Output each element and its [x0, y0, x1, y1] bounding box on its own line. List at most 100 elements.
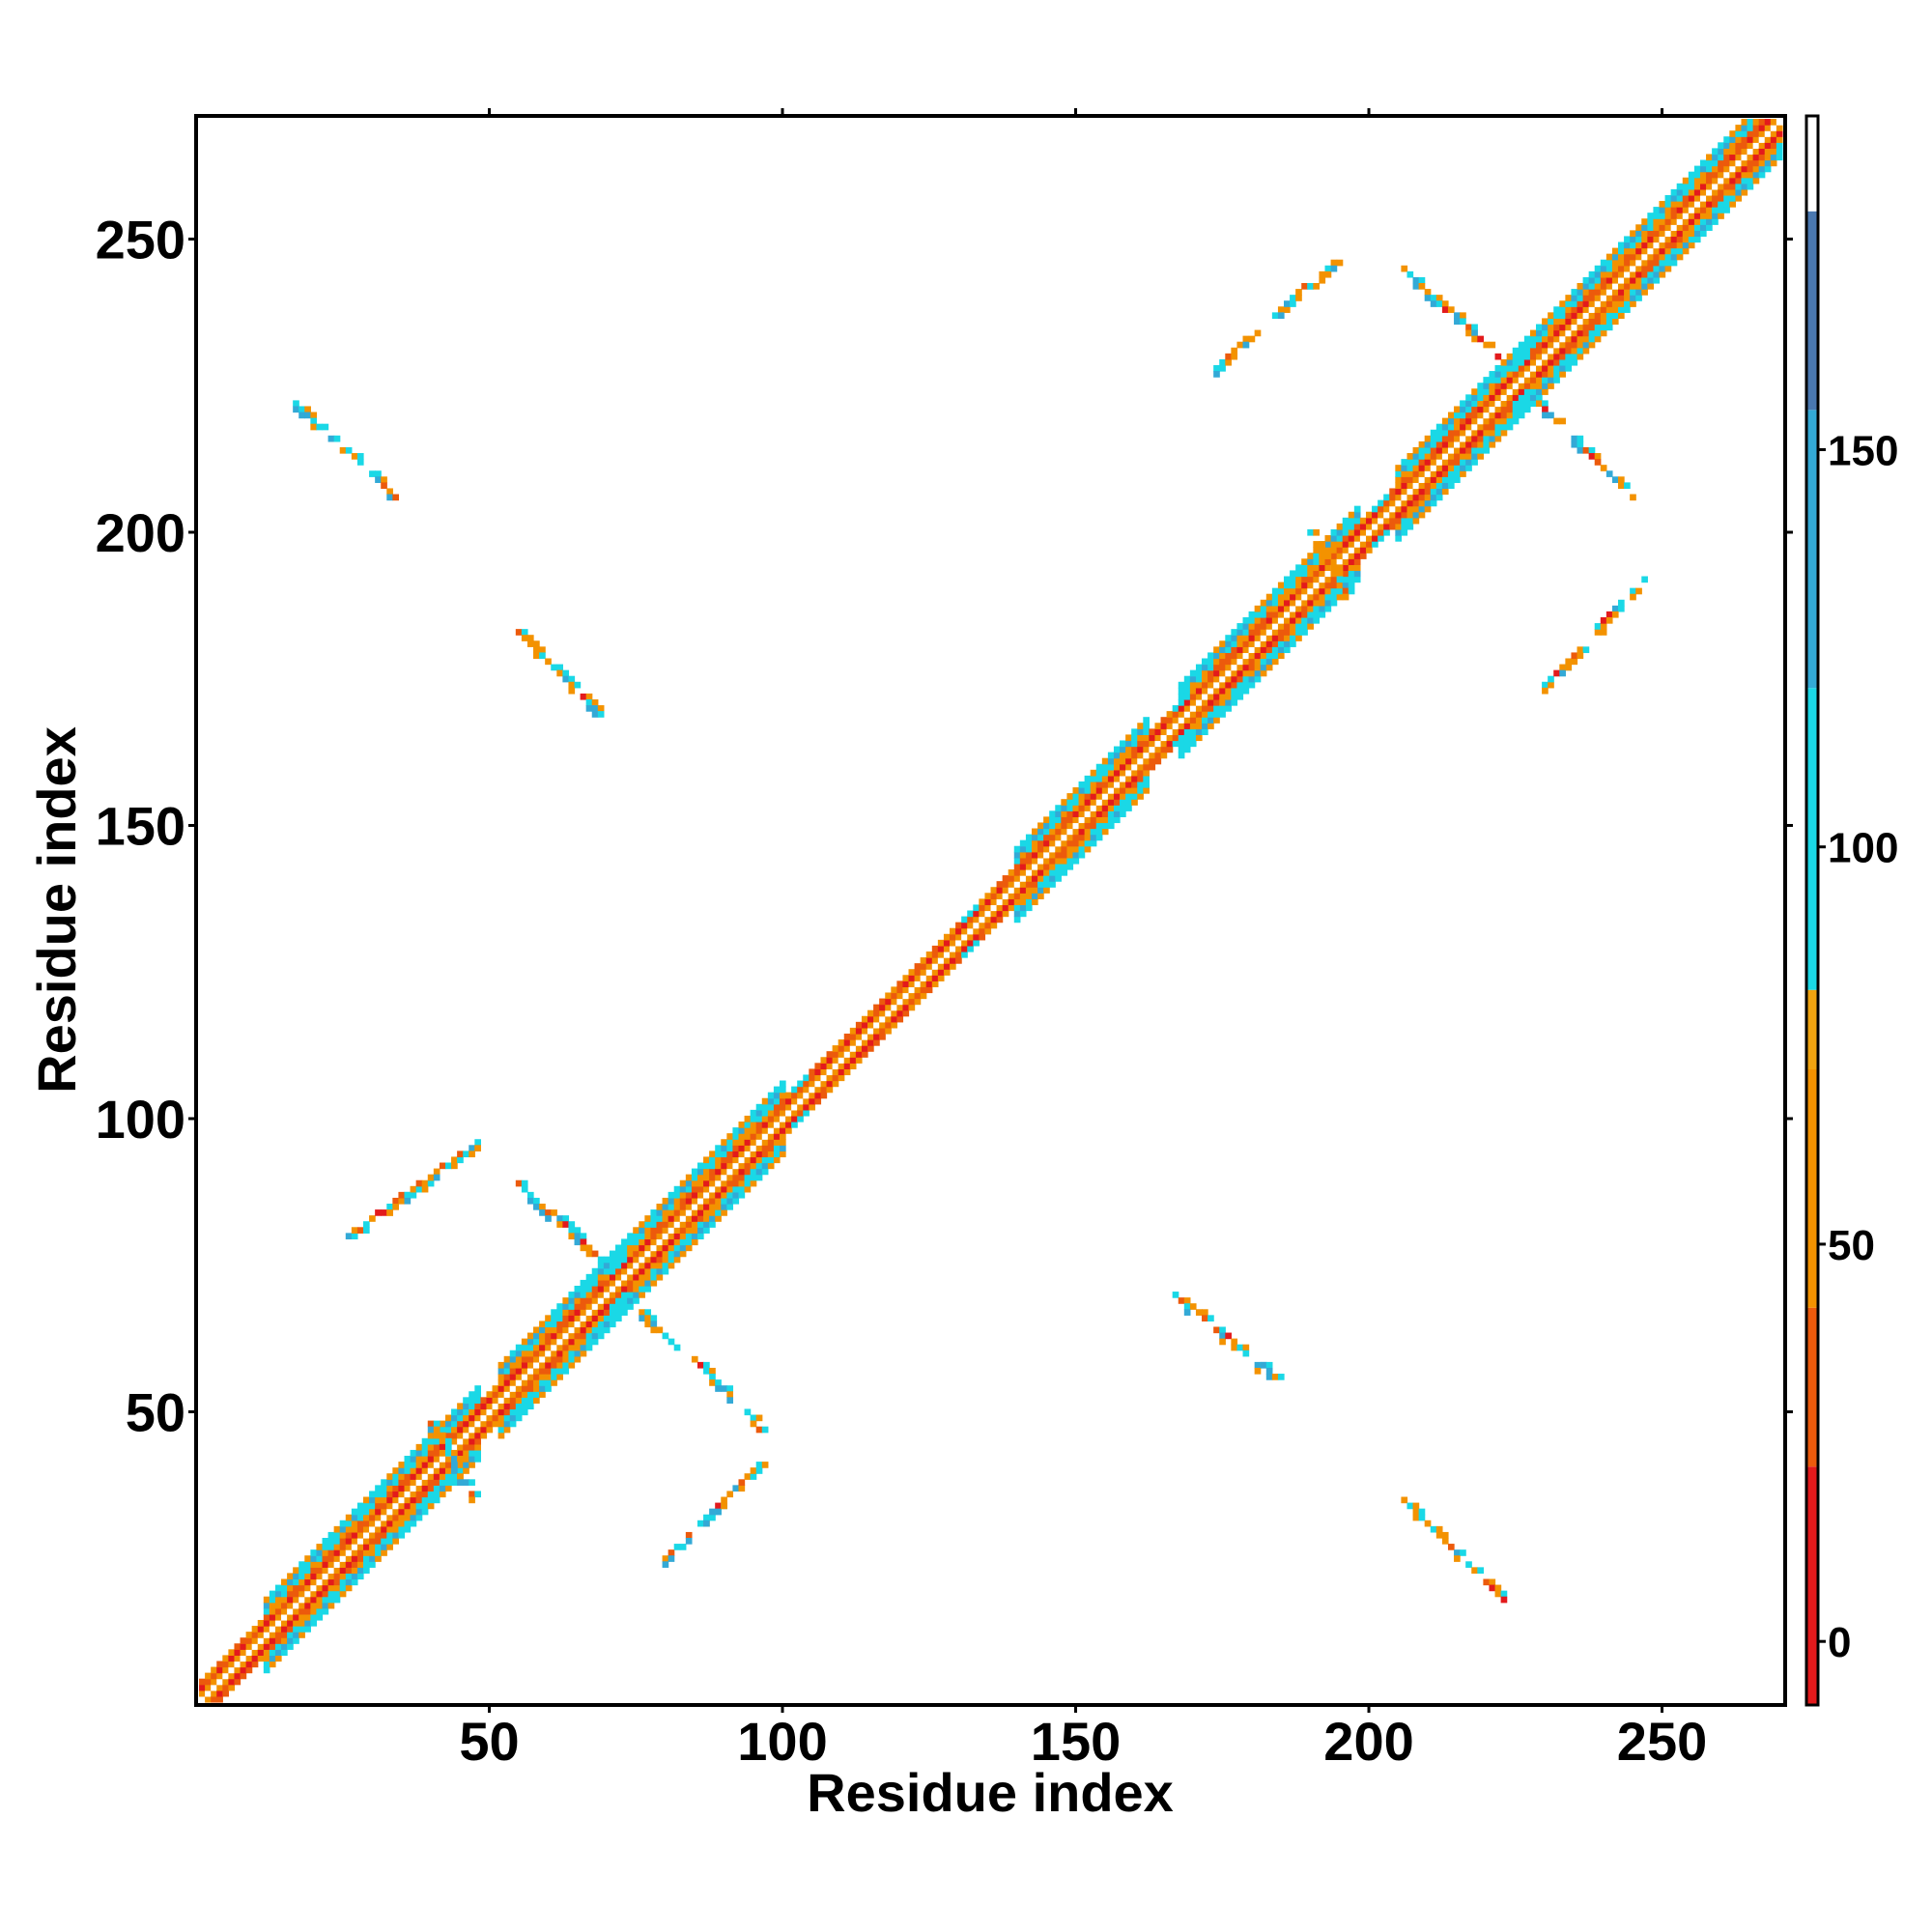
diagonal-cell [1113, 752, 1121, 759]
diagonal-cell [298, 1590, 305, 1598]
diagonal-cell [925, 963, 933, 970]
diagonal-cell [1359, 541, 1367, 548]
diagonal-cell [281, 1590, 288, 1598]
diagonal-cell [515, 1385, 523, 1392]
diagonal-cell [814, 1086, 822, 1094]
diagonal-cell [322, 1555, 329, 1562]
diagonal-cell [1776, 125, 1783, 131]
diagonal-cell [562, 1326, 570, 1334]
diagonal-cell [1454, 417, 1461, 425]
diagonal-cell [1706, 213, 1713, 219]
diagonal-cell [750, 1168, 757, 1176]
diagonal-cell [1630, 253, 1636, 261]
x-tick-label: 200 [1323, 1711, 1413, 1772]
diagonal-cell [451, 1443, 458, 1451]
diagonal-cell [1172, 717, 1179, 724]
diagonal-cell [633, 1233, 639, 1240]
diagonal-cell [1120, 752, 1126, 759]
diagonal-cell [943, 969, 951, 976]
diagonal-cell [1166, 728, 1174, 735]
diagonal-cell [339, 1561, 347, 1568]
diagonal-cell [327, 1602, 335, 1609]
contact-cell [463, 1479, 469, 1486]
diagonal-cell [327, 1549, 335, 1556]
diagonal-cell [245, 1655, 253, 1662]
colorbar-band [1806, 1466, 1818, 1705]
contact-cell [1412, 1502, 1420, 1510]
diagonal-cell [1401, 528, 1408, 536]
diagonal-cell [439, 1420, 446, 1428]
diagonal-cell [1084, 805, 1092, 811]
diagonal-cell [1460, 429, 1466, 437]
diagonal-cell [1548, 358, 1554, 366]
diagonal-cell [1120, 757, 1126, 765]
contact-cell [1277, 312, 1285, 320]
diagonal-cell [1295, 582, 1302, 589]
diagonal-cell [245, 1666, 253, 1674]
diagonal-cell [381, 1496, 387, 1504]
contact-cell [398, 1197, 406, 1205]
diagonal-cell [1723, 177, 1730, 185]
diagonal-cell [1202, 687, 1208, 695]
contact-cell [1600, 629, 1607, 636]
diagonal-cell [287, 1584, 294, 1592]
diagonal-cell [973, 939, 980, 947]
contact-cell [526, 1197, 534, 1205]
diagonal-cell [1523, 371, 1531, 378]
diagonal-cell [539, 1379, 546, 1386]
diagonal-cell [293, 1573, 299, 1580]
diagonal-cell [1641, 259, 1648, 267]
contact-cell [656, 1326, 664, 1334]
diagonal-cell [310, 1555, 318, 1562]
diagonal-cell [1348, 535, 1355, 542]
diagonal-cell [1441, 470, 1449, 477]
diagonal-cell [1483, 423, 1491, 431]
diagonal-cell [603, 1297, 611, 1304]
diagonal-cell [1500, 388, 1508, 395]
diagonal-cell [333, 1538, 341, 1545]
diagonal-cell [1559, 347, 1566, 355]
diagonal-cell [1747, 119, 1754, 126]
diagonal-cell [1752, 154, 1760, 161]
diagonal-cell [1143, 763, 1150, 771]
x-tick-label: 250 [1617, 1711, 1707, 1772]
diagonal-cell [316, 1549, 324, 1556]
contact-cell [639, 1315, 645, 1322]
diagonal-cell [1219, 640, 1226, 647]
diagonal-cell [1460, 465, 1466, 471]
diagonal-cell [1624, 253, 1631, 261]
contact-cell [591, 1250, 599, 1258]
diagonal-cell [1406, 505, 1414, 513]
diagonal-cell [1043, 822, 1050, 830]
diagonal-cell [1120, 799, 1126, 806]
diagonal-cell [1265, 593, 1273, 601]
diagonal-cell [345, 1567, 353, 1575]
diagonal-cell [1043, 828, 1050, 836]
diagonal-cell [1512, 358, 1520, 366]
diagonal-cell [1401, 499, 1408, 507]
diagonal-cell [533, 1355, 540, 1363]
contact-cell [1600, 623, 1607, 630]
diagonal-cell [574, 1350, 582, 1357]
diagonal-cell [1078, 839, 1086, 847]
diagonal-cell [832, 1051, 839, 1058]
diagonal-cell [1107, 822, 1115, 830]
diagonal-cell [1559, 335, 1566, 343]
diagonal-cell [814, 1097, 822, 1105]
diagonal-cell [1659, 207, 1666, 213]
diagonal-cell [562, 1350, 570, 1357]
diagonal-cell [1265, 629, 1273, 636]
diagonal-cell [673, 1221, 681, 1228]
diagonal-cell [1101, 816, 1109, 824]
diagonal-cell [381, 1520, 387, 1527]
diagonal-cell [1348, 541, 1355, 548]
diagonal-cell [1324, 605, 1332, 612]
diagonal-cell [744, 1179, 752, 1187]
diagonal-cell [1624, 283, 1631, 290]
diagonal-cell [1430, 482, 1437, 490]
diagonal-cell [744, 1127, 752, 1134]
diagonal-cell [1770, 125, 1777, 131]
diagonal-cell [1600, 312, 1607, 320]
diagonal-cell [709, 1179, 716, 1187]
diagonal-cell [263, 1655, 270, 1662]
